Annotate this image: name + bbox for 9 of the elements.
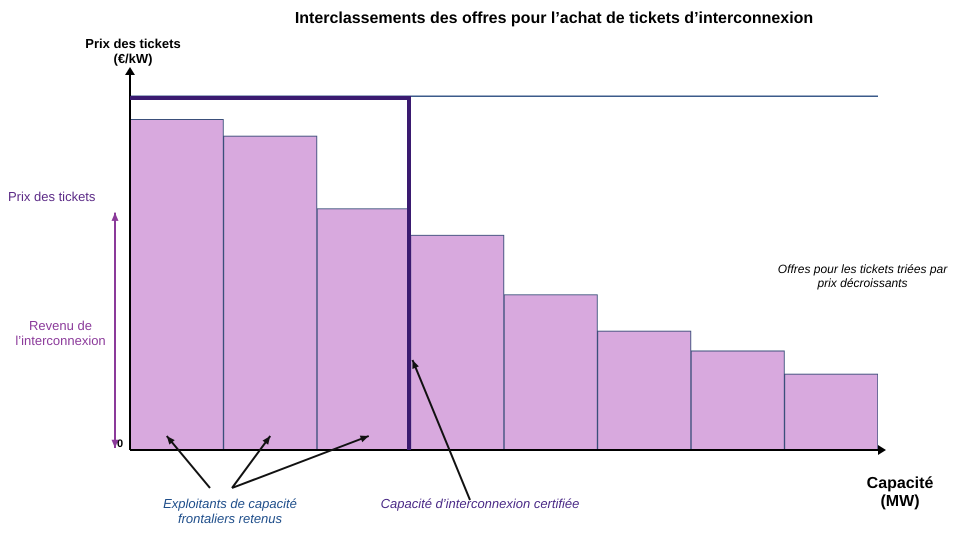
x-axis-title: Capacité (MW) xyxy=(866,475,934,511)
y-axis-title: Prix des tickets (€/kW) xyxy=(84,36,182,66)
annotation: Offres pour les tickets triées par prix décroissants xyxy=(776,262,949,290)
text: Capacité d’interconnexion certifiée xyxy=(380,496,580,511)
text: 0 xyxy=(117,438,124,450)
text: Revenu de l’interconnexion xyxy=(14,318,107,348)
text: Exploitants de capacité frontaliers retenus xyxy=(162,496,298,526)
text: Prix des tickets xyxy=(8,188,96,204)
chart-title: Interclassements des offres pour l’achat de tickets d’interconnexion xyxy=(294,10,814,28)
